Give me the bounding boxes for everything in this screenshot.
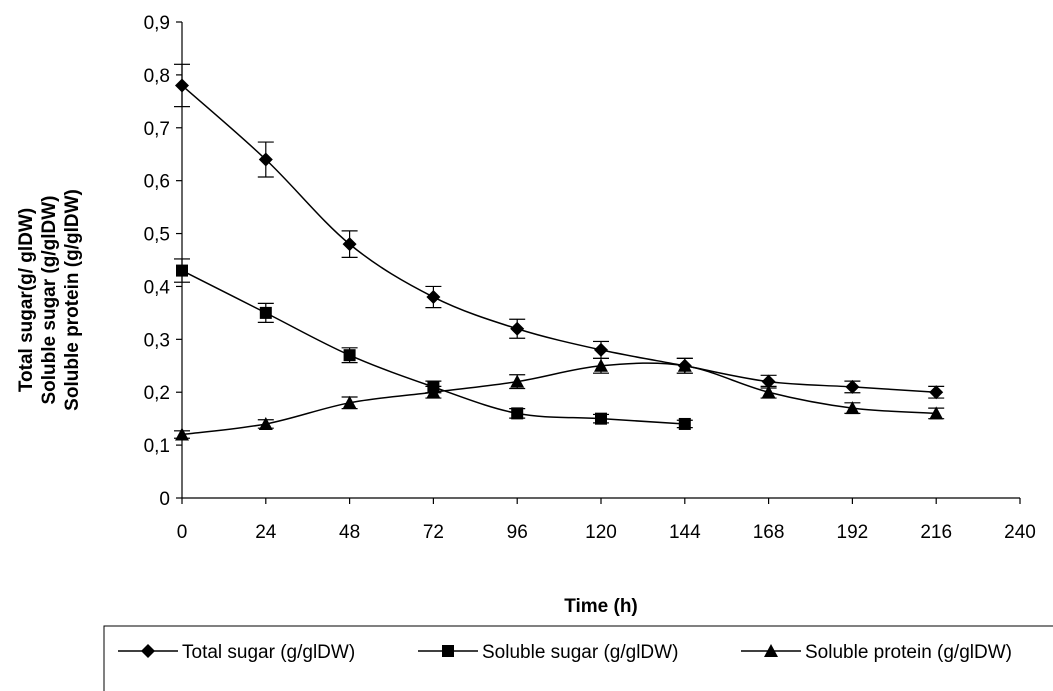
data-point — [342, 237, 357, 252]
legend-marker — [141, 644, 155, 658]
data-point — [258, 416, 273, 430]
data-point — [845, 401, 860, 415]
legend-item: Soluble sugar (g/glDW) — [418, 642, 678, 663]
y-axis-title-line-2: Soluble sugar (g/glDW) — [39, 196, 60, 405]
x-tick-label: 120 — [585, 522, 617, 543]
legend-label: Total sugar (g/glDW) — [182, 642, 355, 663]
data-point — [761, 374, 776, 389]
x-tick-label: 144 — [669, 522, 701, 543]
legend-box — [103, 625, 1053, 691]
series-line — [181, 362, 937, 436]
data-point — [677, 358, 692, 372]
x-tick-label: 24 — [255, 522, 277, 543]
data-point — [342, 395, 357, 409]
legend-label: Soluble protein (g/glDW) — [805, 642, 1012, 663]
y-axis-title-line-3: Soluble protein (g/glDW) — [62, 189, 83, 411]
data-point — [929, 406, 944, 420]
y-tick-label: 0,8 — [144, 66, 170, 87]
data-point — [594, 358, 608, 372]
y-tick-label: 0,9 — [144, 13, 170, 34]
data-point — [511, 407, 524, 420]
data-point — [510, 374, 525, 388]
y-tick-label: 0,3 — [144, 330, 170, 351]
x-tick-label: 48 — [339, 522, 360, 543]
data-point — [845, 379, 860, 394]
x-tick-label: 192 — [837, 522, 869, 543]
x-ticks: 0 24 48 72 96 120 144 168 192 216 240 — [177, 498, 1036, 543]
y-tick-label: 0,1 — [144, 436, 170, 457]
data-point — [343, 349, 356, 362]
y-tick-label: 0,2 — [144, 383, 170, 404]
data-point — [259, 306, 272, 319]
data-point — [426, 290, 441, 305]
legend-marker — [442, 645, 454, 657]
data-point — [176, 264, 188, 277]
series-group — [174, 63, 945, 441]
data-point — [678, 417, 691, 430]
y-axis-title: Total sugar(g/ glDW) Soluble sugar (g/gl… — [16, 189, 83, 411]
y-tick-label: 0,6 — [144, 172, 170, 193]
data-point — [761, 385, 776, 399]
data-point — [929, 385, 944, 400]
data-point — [175, 78, 189, 93]
y-axis-title-line-1: Total sugar(g/ glDW) — [16, 208, 37, 392]
data-point — [510, 321, 525, 336]
x-tick-label: 240 — [1004, 522, 1036, 543]
legend-marker — [764, 644, 778, 657]
data-point — [175, 427, 189, 441]
series-triangle — [174, 357, 945, 441]
series-diamond — [174, 63, 945, 400]
y-tick-label: 0,4 — [144, 277, 171, 298]
x-tick-label: 96 — [507, 522, 528, 543]
x-tick-label: 216 — [920, 522, 952, 543]
y-tick-label: 0 — [159, 489, 170, 510]
series-square — [174, 258, 693, 430]
data-point — [258, 152, 273, 167]
data-point — [594, 342, 608, 357]
x-tick-label: 72 — [423, 522, 444, 543]
series-line — [181, 84, 937, 393]
legend-items: Total sugar (g/glDW) Soluble sugar (g/glD… — [118, 642, 1012, 663]
data-point — [595, 412, 607, 425]
y-tick-label: 0,7 — [144, 119, 170, 140]
legend: Total sugar (g/glDW) Soluble sugar (g/glD… — [103, 625, 1053, 691]
x-axis-title: Time (h) — [564, 596, 638, 617]
x-tick-label: 0 — [177, 522, 188, 543]
legend-label: Soluble sugar (g/glDW) — [482, 642, 678, 663]
legend-item: Total sugar (g/glDW) — [118, 642, 355, 663]
y-tick-label: 0,5 — [144, 225, 170, 246]
legend-item: Soluble protein (g/glDW) — [741, 642, 1012, 663]
x-tick-label: 168 — [753, 522, 785, 543]
y-ticks: 0 0,1 0,2 0,3 0,4 0,5 0,6 0,7 0,8 0,9 — [144, 13, 182, 510]
plot-area: 0 24 48 72 96 120 144 168 192 216 240 0 0,1 0,2 0,3 0,… — [144, 13, 1036, 543]
data-point — [426, 385, 441, 399]
